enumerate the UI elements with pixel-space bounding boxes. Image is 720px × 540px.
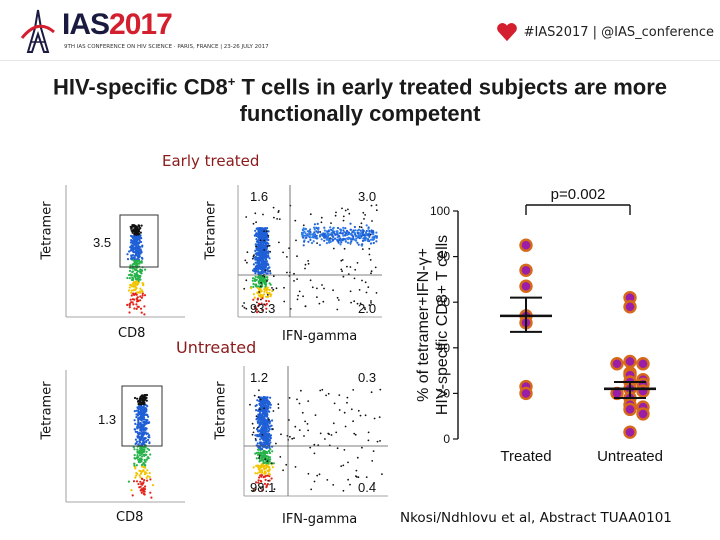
quadrant-bl: 93.3 <box>250 301 275 316</box>
early-left-xlabel: CD8 <box>118 326 146 341</box>
y-tick-label: 40 <box>437 341 451 355</box>
data-point <box>519 238 533 252</box>
hashtag-text: #IAS2017 | @IAS_conference <box>523 24 714 40</box>
y-axis-label: % of tetramer+IFN-γ+ HIV-specific CD8+ T … <box>415 235 451 415</box>
series-treated <box>500 238 552 401</box>
data-point <box>623 402 637 417</box>
early-treated-label: Early treated <box>162 152 260 170</box>
y-tick-label: 20 <box>437 386 451 400</box>
tetramer-gate <box>121 385 163 447</box>
untreated-label: Untreated <box>176 338 257 357</box>
y-axis: 0 20 40 60 80 100 <box>430 204 459 446</box>
quadrant-tr: 3.0 <box>358 189 376 204</box>
quadrant-br: 2.0 <box>358 301 376 316</box>
data-point <box>636 357 650 371</box>
early-left-ylabel: Tetramer <box>39 201 55 260</box>
data-point <box>623 300 637 314</box>
data-point <box>623 354 637 369</box>
data-point <box>519 263 533 277</box>
y-tick-label: 0 <box>443 432 450 446</box>
data-point <box>519 386 533 401</box>
y-tick-label: 80 <box>437 250 451 264</box>
x-tick-label: Treated <box>500 448 551 465</box>
untreated-right-ylabel: Tetramer <box>213 381 229 440</box>
logo-wordmark: IAS2017 <box>62 8 173 41</box>
untreated-left-xlabel: CD8 <box>116 510 144 525</box>
quadrant-br: 0.4 <box>358 480 376 495</box>
data-point <box>610 357 624 371</box>
eiffel-tower-icon <box>20 9 55 53</box>
ias-logo: IAS2017 9TH IAS CONFERENCE ON HIV SCIENC… <box>18 8 269 54</box>
data-point <box>636 384 650 398</box>
flow-plot-early-ifng: 1.6 3.0 93.3 2.0 <box>232 185 382 323</box>
p-value-label: p=0.002 <box>551 186 606 203</box>
flow-density-early-cd8 <box>126 224 147 316</box>
quadrant-tr: 0.3 <box>358 370 376 385</box>
hashtag-link[interactable]: #IAS2017 | @IAS_conference <box>496 22 714 42</box>
quadrant-tl: 1.2 <box>250 370 268 385</box>
logo-subtitle: 9TH IAS CONFERENCE ON HIV SCIENCE · PARI… <box>64 44 269 50</box>
y-tick-label: 100 <box>430 204 450 218</box>
y-tick-label: 60 <box>437 295 451 309</box>
series-untreated <box>604 290 656 439</box>
conference-banner: IAS2017 9TH IAS CONFERENCE ON HIV SCIENC… <box>0 0 720 61</box>
flow-plot-early-cd8: 3.5 <box>60 185 185 320</box>
significance-bracket <box>525 204 631 215</box>
early-right-ylabel: Tetramer <box>203 201 219 260</box>
x-tick-label: Untreated <box>597 448 663 465</box>
heart-icon <box>496 23 517 42</box>
citation: Nkosi/Ndhlovu et al, Abstract TUAA0101 <box>400 510 672 526</box>
scatter-chart: 0 20 40 60 80 100 % of tetramer+IFN-γ+ HIV-spec… <box>415 186 663 465</box>
gate-value: 3.5 <box>93 235 111 250</box>
data-point <box>623 425 637 439</box>
early-right-xlabel: IFN-gamma <box>282 329 358 344</box>
untreated-left-ylabel: Tetramer <box>39 381 55 440</box>
flow-density-untreated-ifng <box>249 388 383 492</box>
slide-title: HIV-specific CD8+ T cells in early treat… <box>52 74 668 127</box>
gate-value: 1.3 <box>98 412 116 427</box>
quadrant-tl: 1.6 <box>250 189 268 204</box>
flow-plot-untreated-cd8: 1.3 <box>60 370 185 505</box>
untreated-right-xlabel: IFN-gamma <box>282 512 358 527</box>
data-point <box>519 279 533 293</box>
flow-plot-untreated-ifng: 1.2 0.3 98.1 0.4 <box>238 366 388 502</box>
flow-density-early-ifng <box>241 204 378 314</box>
data-point <box>636 407 650 421</box>
tetramer-gate <box>119 214 159 268</box>
quadrant-bl: 98.1 <box>250 480 275 495</box>
flow-density-untreated-cd8 <box>127 393 155 499</box>
